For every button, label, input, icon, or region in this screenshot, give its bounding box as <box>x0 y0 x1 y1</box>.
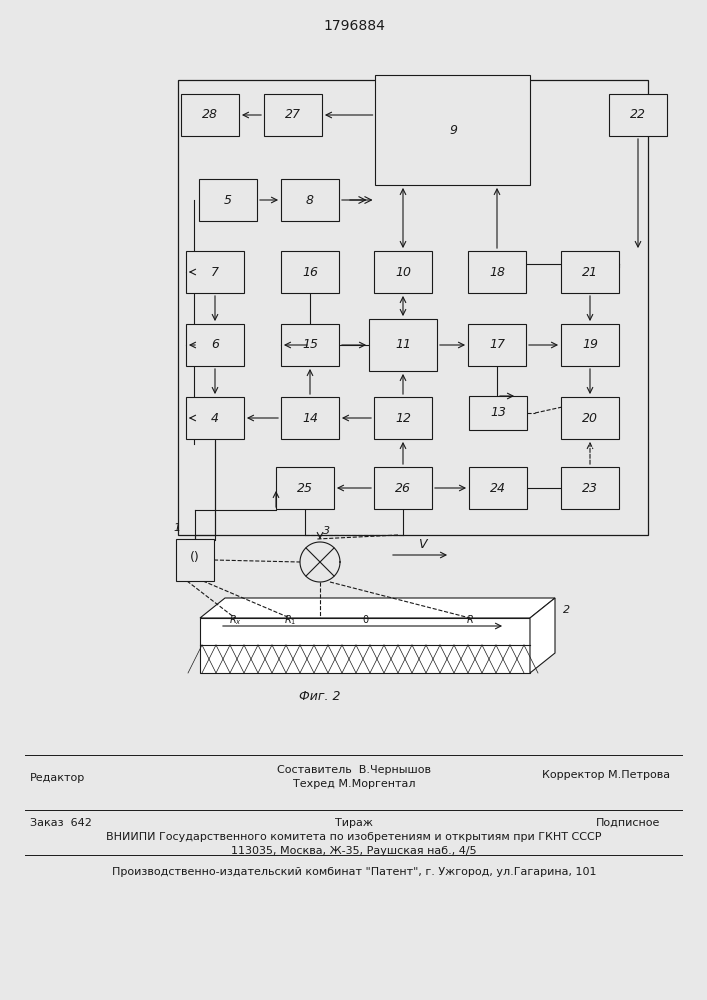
Bar <box>186 324 244 366</box>
Bar <box>176 539 214 581</box>
Text: Тираж: Тираж <box>335 818 373 828</box>
Bar <box>186 251 244 293</box>
Text: 1796884: 1796884 <box>323 19 385 33</box>
Text: (): () <box>190 552 200 564</box>
Text: Производственно-издательский комбинат "Патент", г. Ужгород, ул.Гагарина, 101: Производственно-издательский комбинат "П… <box>112 867 596 877</box>
Text: 8: 8 <box>306 194 314 207</box>
Bar <box>374 467 432 509</box>
Text: 3: 3 <box>323 526 330 536</box>
Text: 19: 19 <box>582 338 598 352</box>
Bar <box>178 80 648 535</box>
Text: $R$: $R$ <box>466 613 474 625</box>
Text: 2: 2 <box>563 605 570 615</box>
Polygon shape <box>200 618 530 673</box>
Text: 12: 12 <box>395 412 411 424</box>
Bar <box>609 94 667 136</box>
Bar <box>281 397 339 439</box>
Text: 25: 25 <box>297 482 313 494</box>
Text: 15: 15 <box>302 338 318 352</box>
Text: Корректор М.Петрова: Корректор М.Петрова <box>542 770 670 780</box>
Text: 20: 20 <box>582 412 598 424</box>
Bar <box>469 467 527 509</box>
Text: 11: 11 <box>395 338 411 352</box>
Bar <box>375 75 530 185</box>
Text: 22: 22 <box>630 108 646 121</box>
Bar <box>469 396 527 430</box>
Text: Составитель  В.Чернышов: Составитель В.Чернышов <box>277 765 431 775</box>
Text: 17: 17 <box>489 338 505 352</box>
Bar <box>181 94 239 136</box>
Bar <box>561 324 619 366</box>
Text: Фиг. 2: Фиг. 2 <box>299 690 341 703</box>
Text: 23: 23 <box>582 482 598 494</box>
Bar <box>468 324 526 366</box>
Bar <box>199 179 257 221</box>
Polygon shape <box>530 598 555 673</box>
Text: 18: 18 <box>489 265 505 278</box>
Text: Редактор: Редактор <box>30 773 86 783</box>
Bar <box>281 251 339 293</box>
Text: $R_1$: $R_1$ <box>284 613 296 627</box>
Text: 13: 13 <box>490 406 506 420</box>
Bar <box>561 467 619 509</box>
Bar <box>369 319 437 371</box>
Text: 6: 6 <box>211 338 219 352</box>
Text: 16: 16 <box>302 265 318 278</box>
Text: $R_x$: $R_x$ <box>228 613 241 627</box>
Text: 7: 7 <box>211 265 219 278</box>
Bar <box>264 94 322 136</box>
Bar <box>468 251 526 293</box>
Bar <box>281 324 339 366</box>
Bar <box>186 397 244 439</box>
Text: Подписное: Подписное <box>595 818 660 828</box>
Bar <box>561 251 619 293</box>
Text: ВНИИПИ Государственного комитета по изобретениям и открытиям при ГКНТ СССР: ВНИИПИ Государственного комитета по изоб… <box>106 832 602 842</box>
Text: 0: 0 <box>362 615 368 625</box>
Bar <box>561 397 619 439</box>
Text: 21: 21 <box>582 265 598 278</box>
Text: 24: 24 <box>490 482 506 494</box>
Text: 5: 5 <box>224 194 232 207</box>
Text: 10: 10 <box>395 265 411 278</box>
Text: 4: 4 <box>211 412 219 424</box>
Bar <box>281 179 339 221</box>
Text: 14: 14 <box>302 412 318 424</box>
Text: Заказ  642: Заказ 642 <box>30 818 92 828</box>
Bar <box>374 397 432 439</box>
Text: 113035, Москва, Ж-35, Раушская наб., 4/5: 113035, Москва, Ж-35, Раушская наб., 4/5 <box>231 846 477 856</box>
Text: 26: 26 <box>395 482 411 494</box>
Text: V: V <box>418 538 426 551</box>
Bar <box>276 467 334 509</box>
Text: Техред М.Моргентал: Техред М.Моргентал <box>293 779 415 789</box>
Text: 9: 9 <box>449 123 457 136</box>
Bar <box>374 251 432 293</box>
Text: 28: 28 <box>202 108 218 121</box>
Text: 27: 27 <box>285 108 301 121</box>
Text: 1: 1 <box>173 523 180 533</box>
Polygon shape <box>200 598 555 618</box>
